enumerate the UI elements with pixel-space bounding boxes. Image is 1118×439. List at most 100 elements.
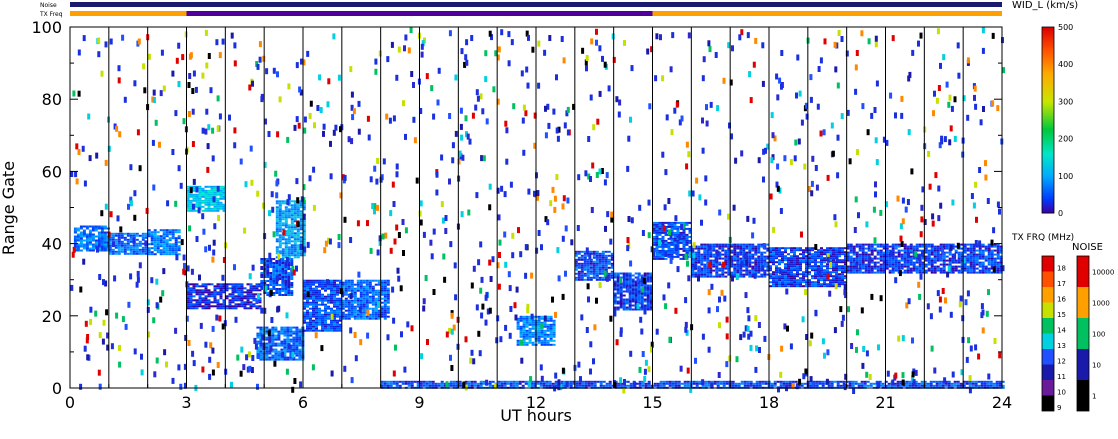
echo-cell [727,255,731,258]
echo-cell [796,265,799,268]
echo-cell [263,264,267,266]
echo-cell [552,321,556,324]
echo-cell [787,257,790,260]
echo-cell [993,245,997,248]
echo-cell [727,251,731,254]
echo-cell [344,285,348,288]
echo-cell [274,354,278,357]
echo-cell [168,239,172,242]
echo-cell [192,291,196,294]
echo-cell [265,350,269,353]
echo-cell [616,306,620,309]
echo-cell [422,384,426,387]
echo-cell [165,241,169,244]
echo-cell [951,245,955,248]
echo-cell [536,382,540,385]
echo-cell [321,293,324,296]
echo-cell [299,238,303,241]
echo-cell [284,202,288,205]
echo-cell [574,268,578,271]
echo-cell [716,384,720,387]
echo-cell [631,286,635,289]
echo-cell [324,287,327,290]
echo-cell [271,356,275,359]
echo-cell [915,249,919,252]
echo-cell [198,201,202,204]
echo-cell [79,239,83,242]
echo-cell [823,251,826,254]
echo-cell [284,208,288,211]
echo-cell [222,287,226,290]
echo-cell [914,384,918,387]
echo-cell [286,350,290,353]
echo-cell [610,276,614,279]
echo-cell [537,321,541,324]
echo-cell [751,261,755,264]
echo-cell [530,384,534,387]
echo-cell [808,253,811,256]
echo-cell [386,301,390,304]
echo-cell [742,273,746,276]
echo-cell [350,279,354,282]
echo-cell [318,291,321,294]
echo-cell [321,295,324,298]
echo-cell [757,263,761,266]
echo-cell [549,323,553,326]
echo-cell [676,237,680,240]
echo-cell [748,247,752,250]
echo-cell [858,253,862,256]
echo-cell [91,247,95,250]
echo-cell [605,384,609,387]
echo-cell [271,330,275,333]
echo-cell [290,282,294,284]
echo-cell [542,384,546,387]
echo-cell [222,305,226,308]
echo-cell [736,247,740,250]
echo-cell [284,210,288,213]
echo-cell [664,225,668,228]
echo-cell [796,267,799,270]
echo-cell [873,243,877,246]
echo-cell [846,269,850,272]
echo-cell [371,315,375,318]
echo-cell [546,319,550,322]
echo-cell [85,243,89,246]
echo-cell [265,338,269,341]
echo-cell [855,243,859,246]
echo-cell [243,295,247,298]
echo-cell [882,247,886,250]
echo-cell [944,384,948,387]
echo-cell [805,275,808,278]
echo-cell [794,380,798,383]
echo-cell [88,241,92,244]
echo-cell [488,380,492,383]
echo-cell [302,224,306,227]
echo-cell [855,271,859,274]
echo-cell [758,382,762,385]
echo-cell [646,284,650,287]
echo-cell [864,255,868,258]
echo-cell [778,249,781,252]
echo-cell [616,272,620,275]
echo-cell [356,311,360,314]
echo-cell [281,224,285,227]
echo-cell [586,278,590,281]
echo-cell [775,275,778,278]
echo-cell [147,233,151,236]
echo-cell [646,296,650,299]
echo-cell [739,247,743,250]
echo-cell [281,264,285,266]
echo-cell [537,333,541,336]
echo-cell [879,263,883,266]
echo-cell [306,285,309,288]
echo-cell [204,299,208,302]
echo-cell [503,380,507,383]
echo-cell [817,279,820,282]
echo-cell [234,283,238,286]
echo-cell [219,289,223,292]
echo-cell [972,259,976,262]
echo-cell [362,293,366,296]
echo-cell [870,267,874,270]
echo-cell [377,315,381,318]
echo-cell [88,239,92,242]
